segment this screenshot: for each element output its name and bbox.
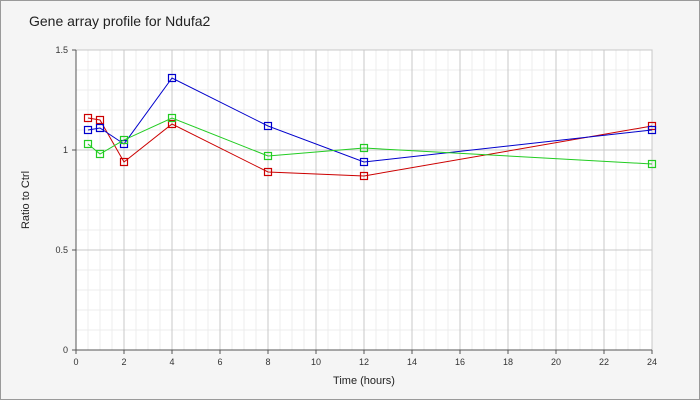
x-tick-label: 4 bbox=[169, 357, 174, 367]
data-point-marker bbox=[263, 121, 273, 131]
data-point-marker bbox=[263, 151, 273, 161]
x-tick-label: 12 bbox=[359, 357, 369, 367]
series-3 bbox=[83, 113, 657, 169]
y-tick-label: 0.5 bbox=[55, 245, 68, 255]
data-point-marker bbox=[119, 135, 129, 145]
data-point-marker bbox=[95, 149, 105, 159]
x-tick-label: 22 bbox=[599, 357, 609, 367]
data-point-marker bbox=[167, 113, 177, 123]
y-axis-ticks: 0 0.5 1 1.5 bbox=[55, 45, 76, 355]
y-tick-label: 1 bbox=[63, 145, 68, 155]
data-point-marker bbox=[647, 125, 657, 135]
series-line bbox=[87, 117, 653, 165]
x-tick-label: 16 bbox=[455, 357, 465, 367]
data-point-marker bbox=[263, 167, 273, 177]
data-point-marker bbox=[167, 73, 177, 83]
x-tick-label: 0 bbox=[73, 357, 78, 367]
data-point-marker bbox=[359, 171, 369, 181]
data-point-marker bbox=[83, 139, 93, 149]
y-tick-label: 0 bbox=[63, 345, 68, 355]
y-tick-label: 1.5 bbox=[55, 45, 68, 55]
data-point-marker bbox=[167, 119, 177, 129]
series-1 bbox=[83, 113, 657, 181]
x-tick-label: 18 bbox=[503, 357, 513, 367]
x-tick-label: 2 bbox=[121, 357, 126, 367]
x-axis-title: Time (hours) bbox=[333, 375, 395, 387]
data-point-marker bbox=[359, 157, 369, 167]
data-point-marker bbox=[83, 125, 93, 135]
series-line bbox=[87, 117, 653, 177]
data-point-marker bbox=[359, 143, 369, 153]
x-tick-label: 20 bbox=[551, 357, 561, 367]
series-line bbox=[87, 77, 653, 163]
x-tick-label: 14 bbox=[407, 357, 417, 367]
y-axis-title: Ratio to Ctrl bbox=[20, 171, 32, 229]
x-tick-label: 10 bbox=[311, 357, 321, 367]
data-point-marker bbox=[95, 115, 105, 125]
x-tick-label: 24 bbox=[647, 357, 657, 367]
data-point-marker bbox=[83, 113, 93, 123]
x-tick-label: 6 bbox=[217, 357, 222, 367]
x-tick-label: 8 bbox=[265, 357, 270, 367]
data-point-marker bbox=[95, 123, 105, 133]
chart-title: Gene array profile for Ndufa2 bbox=[29, 13, 211, 29]
data-point-marker bbox=[119, 157, 129, 167]
data-point-marker bbox=[647, 159, 657, 169]
x-axis-ticks: 0 2 4 6 8 10 12 14 16 18 20 22 24 bbox=[73, 350, 657, 367]
series-layer bbox=[83, 73, 657, 181]
